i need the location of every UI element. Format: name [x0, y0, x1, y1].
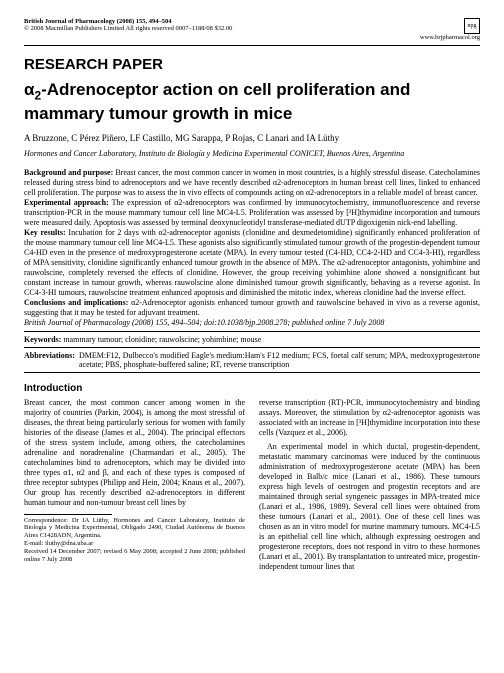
abs-results: Incubation for 2 days with α2-adrenocept…: [24, 228, 480, 297]
keywords-label: Keywords:: [24, 335, 61, 344]
affiliation: Hormones and Cancer Laboratory, Institut…: [24, 149, 480, 158]
abs-background-label: Background and purpose:: [24, 168, 113, 177]
abs-citation: British Journal of Pharmacology (2008) 1…: [24, 318, 384, 327]
correspondence-dates: Received 14 December 2007; revised 6 May…: [24, 548, 245, 563]
journal-line: British Journal of Pharmacology (2008) 1…: [24, 18, 172, 25]
running-header: British Journal of Pharmacology (2008) 1…: [24, 18, 480, 41]
introduction-heading: Introduction: [24, 383, 480, 394]
header-rule: [24, 45, 480, 46]
rule-after-abstract: [24, 331, 480, 332]
correspondence-block: Correspondence: Dr IA Lüthy, Hormones an…: [24, 514, 245, 564]
copyright-line: © 2008 Macmillan Publishers Limited All …: [24, 25, 232, 32]
header-left: British Journal of Pharmacology (2008) 1…: [24, 18, 232, 32]
paper-title: α2-Adrenoceptor action on cell prolifera…: [24, 79, 480, 125]
correspondence-email: E-mail: iluthy@dna.uba.ar: [24, 540, 93, 547]
abs-approach-label: Experimental approach:: [24, 198, 109, 207]
body-columns: Breast cancer, the most common cancer am…: [24, 398, 480, 572]
abs-conclusions-label: Conclusions and implications:: [24, 298, 128, 307]
authors: A Bruzzone, C Pérez Piñero, LF Castillo,…: [24, 133, 480, 143]
keywords-row: Keywords: mammary tumour; clonidine; rau…: [24, 335, 480, 344]
correspondence-rule: [24, 514, 112, 515]
keywords-text: mammary tumour; clonidine; rauwolscine; …: [63, 335, 261, 344]
rule-after-abbrev: [24, 372, 480, 373]
intro-p3: An experimental model in which ductal, p…: [259, 442, 480, 572]
rule-after-keywords: [24, 347, 480, 348]
abbreviations-label: Abbreviations:: [24, 351, 79, 369]
intro-p2: reverse transcription (RT)-PCR, immunocy…: [259, 398, 480, 438]
correspondence-text: Correspondence: Dr IA Lüthy, Hormones an…: [24, 517, 245, 540]
abs-results-label: Key results:: [24, 228, 66, 237]
npg-logo-icon: npg: [464, 18, 480, 34]
abbreviations-row: Abbreviations: DMEM:F12, Dulbecco's modi…: [24, 351, 480, 369]
journal-url: www.brjpharmacol.org: [420, 34, 480, 41]
page-root: British Journal of Pharmacology (2008) 1…: [0, 0, 504, 590]
header-right: npg www.brjpharmacol.org: [420, 18, 480, 41]
abstract-block: Background and purpose: Breast cancer, t…: [24, 168, 480, 328]
intro-p1: Breast cancer, the most common cancer am…: [24, 398, 245, 508]
abbreviations-text: DMEM:F12, Dulbecco's modified Eagle's me…: [79, 351, 480, 369]
section-heading: RESEARCH PAPER: [24, 56, 480, 73]
